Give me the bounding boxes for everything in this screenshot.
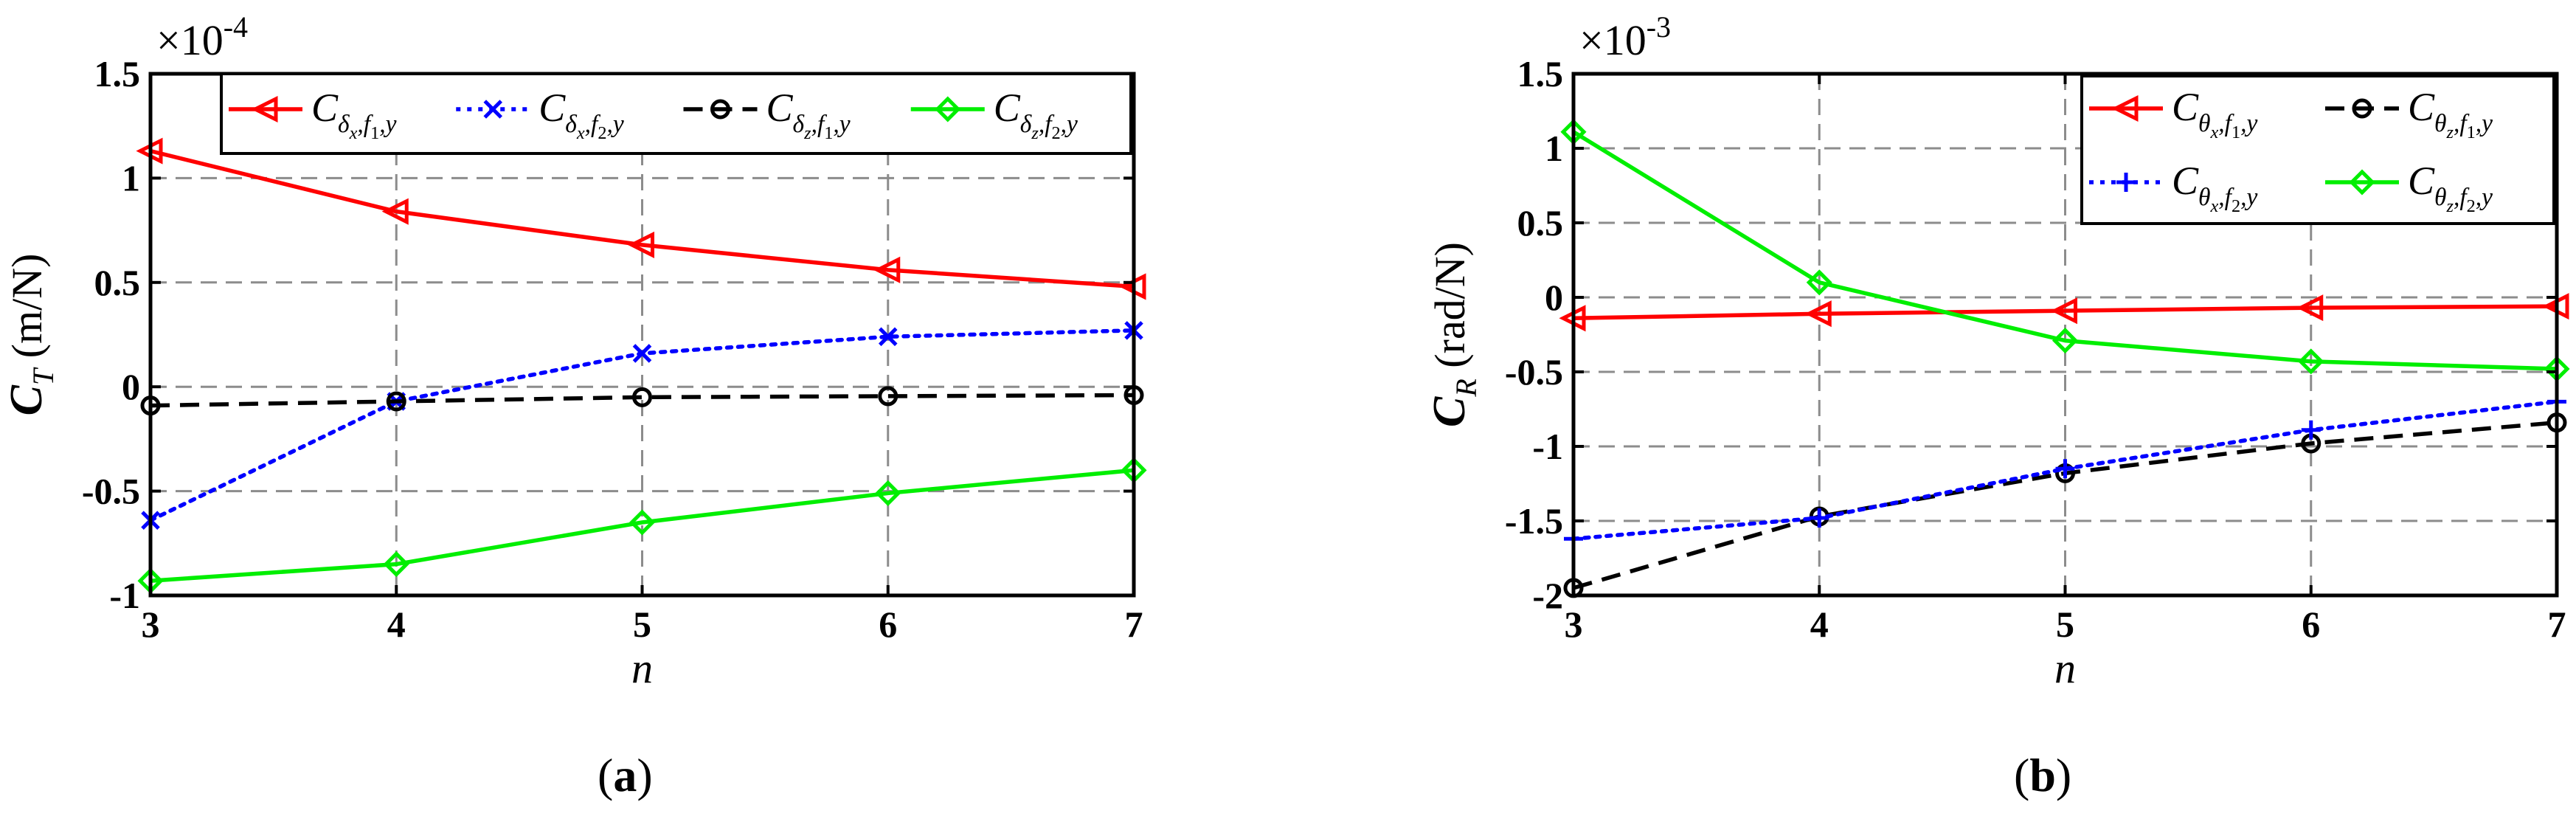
data-point bbox=[627, 231, 654, 258]
x-tick-label: 3 bbox=[1565, 604, 1583, 645]
y-tick-label: 1 bbox=[1545, 128, 1563, 169]
x-tick-label: 6 bbox=[2302, 604, 2320, 645]
data-point bbox=[1804, 300, 1832, 328]
data-point bbox=[1806, 269, 1832, 296]
data-point bbox=[2050, 297, 2077, 325]
x-tick-label: 5 bbox=[633, 604, 651, 645]
data-point bbox=[2052, 328, 2079, 354]
data-point bbox=[873, 256, 901, 283]
legend-marker bbox=[2349, 169, 2375, 196]
chart-panel-b: 3 4 5 6 7 -2 -1.5 -1 -0.5 0 0.5 1 1.5 ×10-3 n CR (rad/N… bbox=[1424, 10, 2570, 801]
y-axis-label: CR (rad/N) bbox=[1424, 242, 1483, 427]
y-tick-label: -2 bbox=[1532, 575, 1563, 616]
series-line-1 bbox=[1573, 304, 2558, 321]
legend-label: Cδz,f1,y bbox=[766, 86, 851, 143]
legend-label: Cδx,f1,y bbox=[311, 86, 397, 143]
legend-marker bbox=[483, 100, 503, 119]
x-axis-label: n bbox=[631, 644, 653, 692]
y-tick-label: 0 bbox=[1545, 277, 1563, 318]
y-axis-label: CT (m/N) bbox=[1, 254, 60, 416]
x-tick-label: 7 bbox=[1125, 604, 1143, 645]
chart-panel-a: 3 4 5 6 7 -1 -0.5 0 0.5 1 1.5 ×10-4 n CT (m/N) Cδx,f1,… bbox=[1, 10, 1147, 801]
data-point bbox=[1810, 508, 1829, 528]
x-tick-label: 4 bbox=[1810, 604, 1829, 645]
legend-marker bbox=[710, 99, 730, 120]
y-tick-label: 1.5 bbox=[94, 53, 141, 94]
x-tick-label: 4 bbox=[387, 604, 406, 645]
y-tick-label: -0.5 bbox=[1505, 351, 1563, 393]
series-line-4 bbox=[1572, 130, 2558, 371]
y-tick-label: -1.5 bbox=[1505, 500, 1563, 542]
x-axis-label: n bbox=[2054, 644, 2076, 692]
legend-box bbox=[2080, 75, 2555, 225]
axis-exponent: ×10-4 bbox=[156, 10, 248, 64]
data-point bbox=[2296, 294, 2324, 322]
data-point bbox=[632, 344, 652, 363]
legend-marker bbox=[251, 95, 278, 123]
legend-marker bbox=[2352, 98, 2372, 119]
data-point bbox=[875, 480, 901, 506]
legend-label: Cθz,f2,y bbox=[2408, 159, 2493, 216]
y-tick-label: 0.5 bbox=[1517, 202, 1564, 243]
series-line-3 bbox=[150, 393, 1135, 408]
data-point bbox=[878, 327, 898, 347]
legend-box bbox=[220, 72, 1132, 155]
x-tick-label: 5 bbox=[2056, 604, 2074, 645]
legend-marker bbox=[2116, 173, 2136, 192]
x-tick-label: 6 bbox=[879, 604, 897, 645]
data-point bbox=[2055, 459, 2075, 479]
legend-marker bbox=[2111, 94, 2139, 122]
data-point bbox=[632, 387, 652, 407]
y-tick-label: 0.5 bbox=[94, 262, 141, 303]
data-point bbox=[383, 551, 409, 578]
y-tick-label: 0 bbox=[122, 366, 140, 407]
legend-label: Cθz,f1,y bbox=[2408, 85, 2493, 142]
panel-label: (b) bbox=[2014, 749, 2071, 801]
data-point bbox=[878, 386, 899, 407]
legend: Cδx,f1,y Cδx,f2,y Cδz,f1,y Cδz,f2,y bbox=[220, 72, 1132, 155]
y-tick-label: -1 bbox=[109, 575, 140, 616]
legend-label: Cθx,f2,y bbox=[2172, 159, 2258, 216]
y-tick-label: -1 bbox=[1532, 426, 1563, 467]
legend-label: Cδz,f2,y bbox=[994, 86, 1078, 143]
panel-label: (a) bbox=[598, 749, 653, 801]
data-point bbox=[386, 391, 406, 412]
legend-label: Cδx,f2,y bbox=[539, 86, 624, 143]
series-line-1 bbox=[150, 148, 1135, 289]
data-point bbox=[2298, 348, 2324, 375]
x-tick-label: 7 bbox=[2548, 604, 2566, 645]
data-point bbox=[381, 198, 409, 225]
axis-exponent: ×10-3 bbox=[1579, 10, 1671, 64]
y-tick-label: 1 bbox=[122, 157, 140, 198]
y-tick-label: -0.5 bbox=[82, 471, 140, 512]
legend-marker bbox=[935, 96, 961, 122]
data-point bbox=[629, 509, 656, 536]
data-point bbox=[2301, 420, 2321, 440]
series-line-4 bbox=[150, 468, 1135, 583]
y-tick-label: 1.5 bbox=[1517, 53, 1564, 94]
x-tick-label: 3 bbox=[142, 604, 160, 645]
